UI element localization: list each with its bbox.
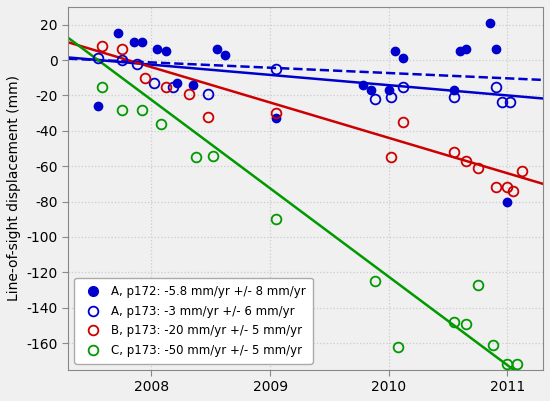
Legend: A, p172: -5.8 mm/yr +/- 8 mm/yr, A, p173: -3 mm/yr +/- 6 mm/yr, B, p173: -20 mm/: A, p172: -5.8 mm/yr +/- 8 mm/yr, A, p173… (74, 278, 312, 364)
Y-axis label: Line-of-sight displacement (mm): Line-of-sight displacement (mm) (7, 75, 21, 301)
